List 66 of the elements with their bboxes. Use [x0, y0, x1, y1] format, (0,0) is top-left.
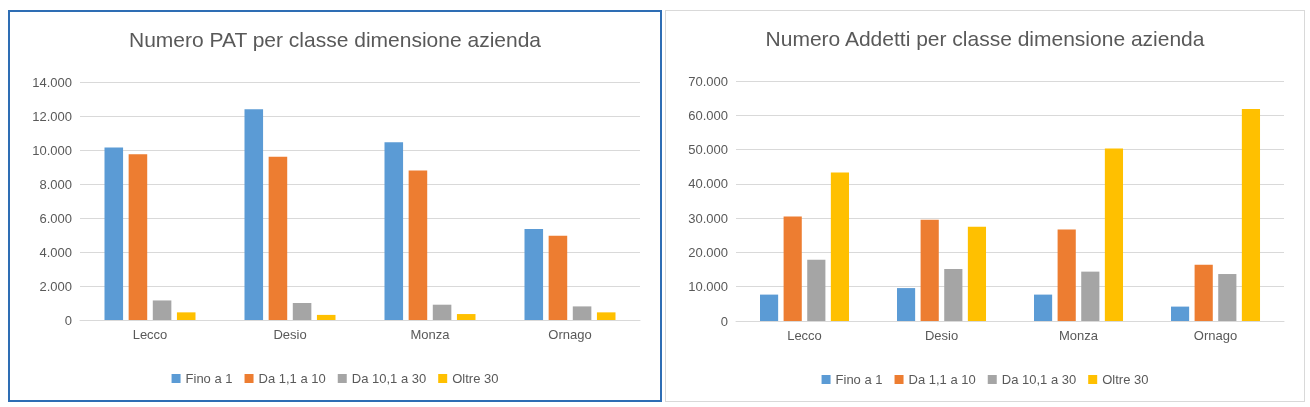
y-tick-label: 70.000 [688, 73, 728, 89]
legend-label: Fino a 1 [185, 371, 233, 386]
legend-label: Da 1,1 a 10 [908, 372, 976, 387]
bar [244, 109, 264, 320]
x-tick-label: Desio [273, 327, 307, 342]
y-tick-label: 6.000 [39, 210, 72, 226]
legend-label: Da 10,1 a 30 [1001, 372, 1077, 387]
bar [830, 172, 850, 321]
legend-label: Da 1,1 a 10 [258, 371, 326, 386]
bar [1057, 229, 1076, 321]
bar [596, 312, 616, 320]
bar [432, 304, 452, 320]
bar [128, 154, 148, 320]
y-tick-label: 8.000 [39, 176, 72, 192]
x-tick-label: Desio [924, 328, 959, 343]
bar [807, 259, 826, 321]
y-tick-label: 10.000 [32, 142, 72, 158]
bar [268, 156, 288, 320]
bar [1218, 274, 1237, 321]
x-tick-label: Lecco [787, 328, 822, 343]
y-tick-label: 12.000 [32, 108, 72, 124]
y-tick-label: 10.000 [688, 279, 728, 295]
y-tick-label: 50.000 [688, 142, 728, 158]
legend-label: Oltre 30 [1102, 372, 1149, 387]
bar [152, 300, 172, 320]
chart-title: Numero Addetti per classe dimensione azienda [765, 27, 1205, 50]
y-tick-label: 2.000 [39, 278, 72, 294]
x-tick-label: Ornago [1193, 328, 1238, 343]
legend-label: Fino a 1 [835, 372, 883, 387]
y-tick-label: 4.000 [39, 244, 72, 260]
bar [920, 219, 939, 321]
bar [759, 294, 779, 321]
legend-label: Oltre 30 [452, 371, 499, 386]
x-tick-label: Lecco [132, 327, 168, 342]
y-tick-label: 14.000 [32, 74, 72, 90]
bar [384, 142, 404, 320]
bar [1081, 271, 1100, 321]
bar [1170, 306, 1190, 321]
bar [104, 147, 124, 320]
y-tick-label: 0 [720, 313, 728, 329]
y-tick-label: 60.000 [688, 107, 728, 123]
bar [456, 314, 476, 320]
bar [316, 314, 336, 320]
bar [524, 229, 544, 320]
chart-title: Numero PAT per classe dimensione azienda [128, 28, 542, 51]
bar [944, 268, 963, 321]
bar [572, 306, 592, 320]
x-tick-label: Monza [410, 327, 451, 342]
y-tick-label: 20.000 [688, 244, 728, 260]
bar [408, 170, 428, 320]
bar [292, 303, 312, 320]
bar [783, 216, 802, 321]
bar [176, 312, 196, 320]
bar [1194, 264, 1213, 321]
bar [548, 235, 568, 320]
bar [1033, 294, 1053, 321]
bar [1104, 148, 1124, 321]
y-tick-label: 0 [64, 312, 72, 328]
x-tick-label: Ornago [548, 327, 592, 342]
y-tick-label: 40.000 [688, 176, 728, 192]
legend-label: Da 10,1 a 30 [351, 371, 427, 386]
bar [896, 288, 916, 321]
y-tick-label: 30.000 [688, 210, 728, 226]
bar [1241, 109, 1261, 321]
bar [967, 226, 987, 321]
x-tick-label: Monza [1058, 328, 1099, 343]
